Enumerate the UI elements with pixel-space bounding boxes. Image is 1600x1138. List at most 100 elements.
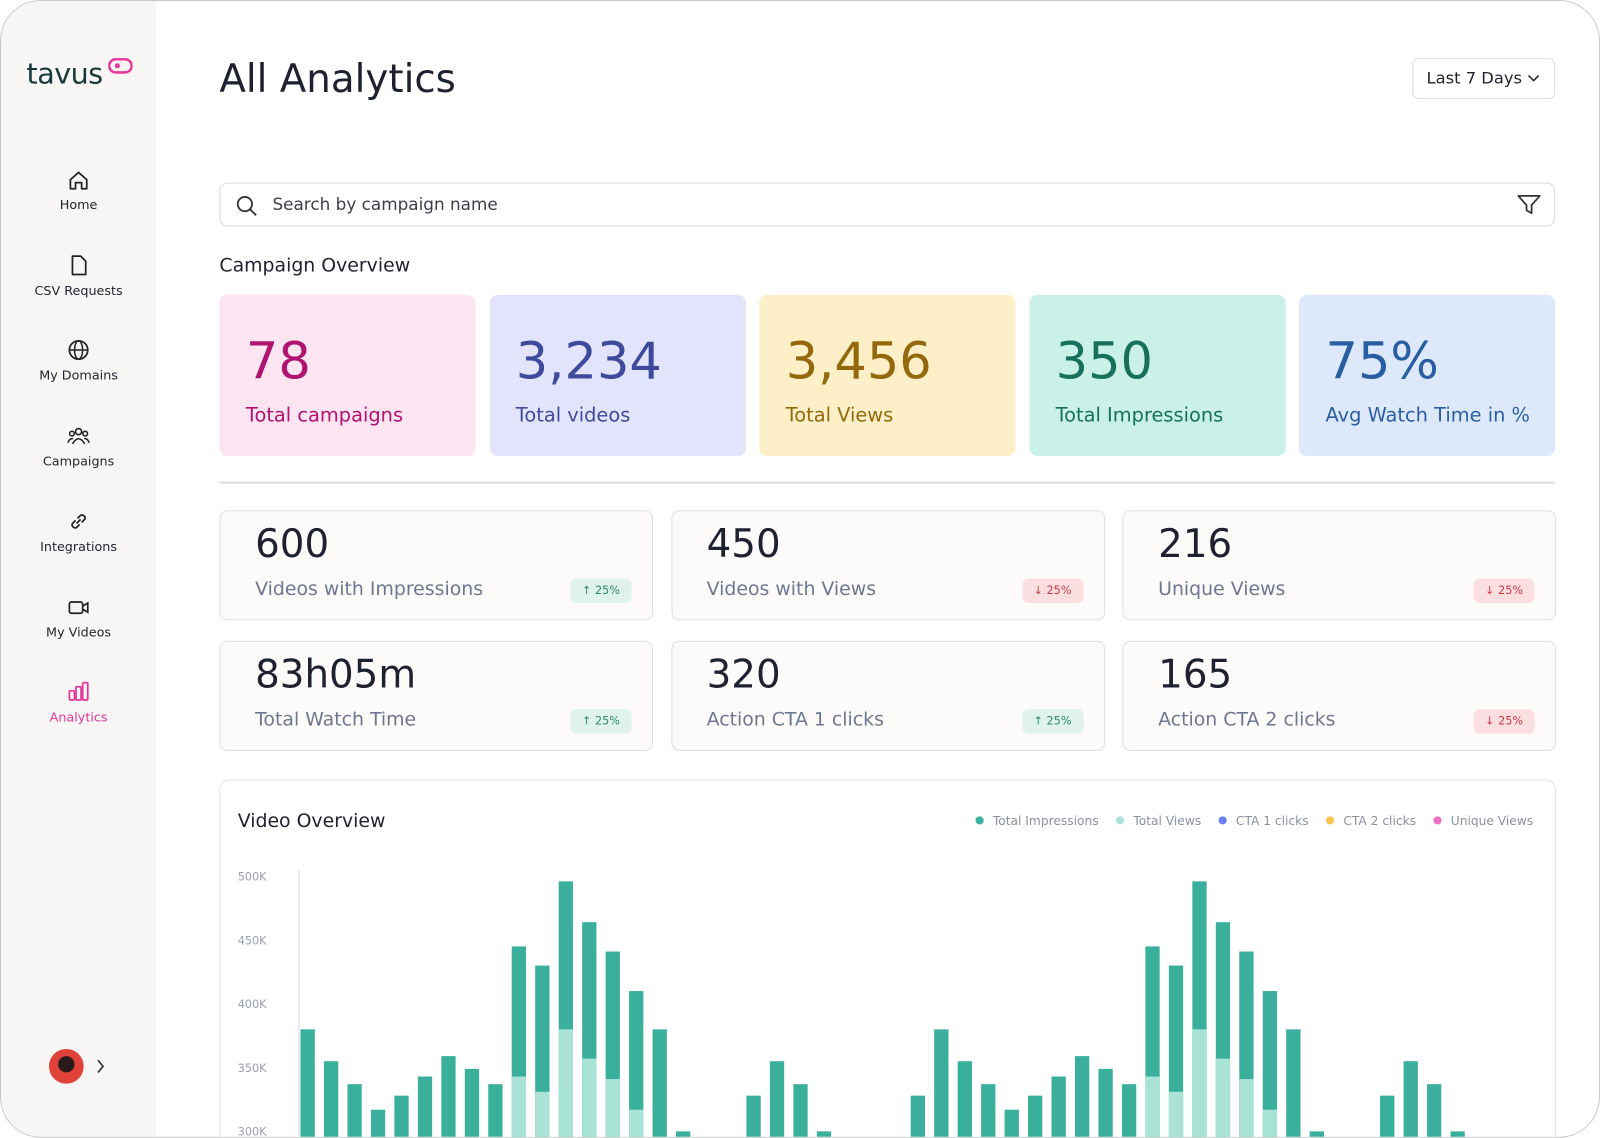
nav-icon <box>67 427 90 445</box>
nav-item[interactable]: Analytics <box>1 681 156 725</box>
search-bar[interactable]: Search by campaign name <box>219 182 1556 227</box>
divider <box>219 481 1556 484</box>
bar <box>1403 1061 1418 1137</box>
metric-label: Action CTA 2 clicks <box>1158 709 1336 731</box>
bar <box>347 1084 362 1137</box>
chart-card: Video Overview 300K 350K 400K 450K 500K Total… <box>219 779 1557 1137</box>
bar <box>323 1061 339 1137</box>
legend-label: Total Impressions <box>992 814 1099 828</box>
nav-icon <box>71 513 86 529</box>
filter-icon[interactable] <box>1516 193 1543 217</box>
bar <box>417 1076 433 1137</box>
bar <box>300 1029 315 1137</box>
bar <box>582 1058 597 1137</box>
bar <box>1051 1076 1066 1137</box>
bar <box>1004 1109 1019 1137</box>
chevron <box>1527 74 1540 82</box>
bar <box>1380 1095 1395 1137</box>
nav-icon <box>68 681 89 702</box>
bar <box>629 991 644 1137</box>
nav-label: Campaigns <box>42 453 115 469</box>
stat-label: Total Impressions <box>1055 404 1224 427</box>
nav-item[interactable]: Integrations <box>1 510 156 554</box>
logo: tavus <box>26 57 104 91</box>
nav-item[interactable]: Home <box>1 168 156 212</box>
bar <box>629 1109 644 1137</box>
metric-value: 320 <box>706 652 781 697</box>
metric-label: Videos with Views <box>706 578 877 600</box>
metric-card: 320 Action CTA 1 clicks ↑ 25% <box>670 640 1105 752</box>
bar <box>394 1095 409 1137</box>
change-badge: ↑ 25% <box>1021 709 1084 734</box>
metric-label: Unique Views <box>1158 578 1286 600</box>
bar <box>769 1061 785 1137</box>
nav-item[interactable]: My Domains <box>1 339 156 383</box>
change-badge: ↑ 25% <box>570 578 632 604</box>
bar <box>1215 1058 1231 1137</box>
stat-label: Total Views <box>785 404 894 427</box>
legend-label: Total Views <box>1132 814 1201 828</box>
change-badge: ↑ 25% <box>570 709 632 734</box>
page-title: All Analytics <box>219 56 456 102</box>
legend-label: Unique Views <box>1451 814 1533 828</box>
bar <box>676 1131 691 1137</box>
chart: Video Overview 300K 350K 400K 450K 500K Total… <box>238 810 1533 1137</box>
nav-label: My Domains <box>39 367 118 384</box>
bar <box>1427 1084 1442 1137</box>
bar <box>1286 1029 1301 1137</box>
stat-label: Total videos <box>515 404 631 427</box>
date-range-label: Last 7 Days <box>1426 68 1523 88</box>
stat-card: 350 Total Impressions <box>1029 294 1286 457</box>
legend-swatch <box>1116 816 1125 825</box>
metric-value: 450 <box>706 521 781 567</box>
nav-icon <box>71 254 87 276</box>
metric-value: 216 <box>1158 521 1233 567</box>
stat-label: Total campaigns <box>245 404 404 427</box>
stat-card: 78 Total campaigns <box>219 294 476 457</box>
date-range-dropdown[interactable]: Last 7 Days <box>1412 58 1556 99</box>
bar <box>1121 1084 1137 1137</box>
bar <box>652 1029 667 1137</box>
bar <box>1262 1109 1278 1137</box>
change-badge: ↓ 25% <box>1473 578 1535 604</box>
legend-swatch <box>1325 816 1335 825</box>
metric-card: 216 Unique Views ↓ 25% <box>1122 510 1557 621</box>
legend-swatch <box>1433 816 1442 825</box>
nav-icon <box>68 340 89 361</box>
nav-icon <box>68 600 89 614</box>
bar <box>370 1109 386 1137</box>
change-badge: ↓ 25% <box>1473 709 1535 734</box>
y-tick-label: 350K <box>238 1062 267 1075</box>
metric-value: 600 <box>255 521 330 567</box>
search-icon <box>236 196 257 216</box>
metric-label: Total Watch Time <box>255 709 417 731</box>
bar <box>488 1084 503 1137</box>
user-menu[interactable] <box>47 1048 118 1085</box>
bar <box>746 1095 761 1137</box>
stat-card: 3,456 Total Views <box>759 294 1016 457</box>
legend-swatch <box>1218 816 1227 825</box>
legend-swatch <box>975 816 984 825</box>
metric-card: 600 Videos with Impressions ↑ 25% <box>219 510 654 621</box>
bar <box>1192 1029 1207 1137</box>
bar <box>816 1131 832 1137</box>
stat-label: Avg Watch Time in % <box>1325 404 1530 427</box>
bar <box>464 1068 480 1137</box>
metric-value: 83h05m <box>255 652 417 697</box>
bar <box>1074 1056 1090 1137</box>
nav-label: Home <box>59 196 98 213</box>
nav-item[interactable]: Campaigns <box>1 425 156 469</box>
legend-label: CTA 1 clicks <box>1236 814 1309 828</box>
nav-item[interactable]: CSV Requests <box>1 254 156 298</box>
stat-card: 75% Avg Watch Time in % <box>1298 294 1556 457</box>
metric-card: 165 Action CTA 2 clicks ↓ 25% <box>1122 640 1557 752</box>
stat-value: 350 <box>1055 331 1153 391</box>
y-tick-label: 500K <box>238 871 267 884</box>
search-placeholder: Search by campaign name <box>272 194 498 215</box>
nav-item[interactable]: My Videos <box>1 595 156 639</box>
metric-value: 165 <box>1158 652 1233 697</box>
change-badge: ↓ 25% <box>1021 578 1084 604</box>
stat-value: 78 <box>245 331 311 391</box>
metric-card: 450 Videos with Views ↓ 25% <box>670 510 1105 621</box>
stat-value: 75% <box>1325 331 1439 391</box>
